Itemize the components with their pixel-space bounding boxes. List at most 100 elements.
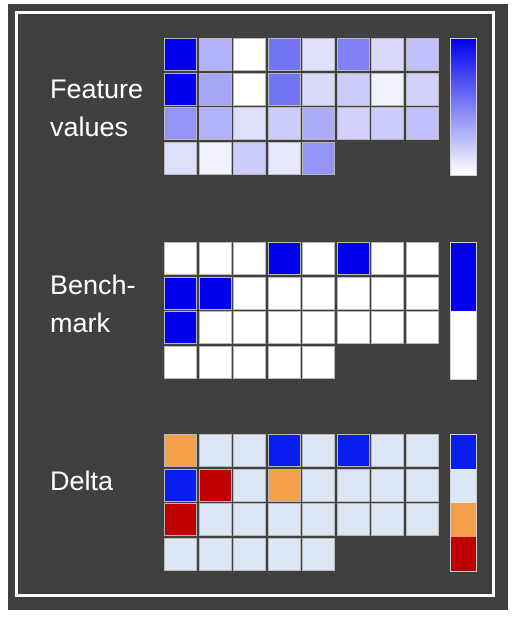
heatmap-cell: [198, 107, 232, 140]
heatmap-cell: [405, 276, 439, 310]
heatmap-cell: [233, 107, 266, 140]
heatmap-cell: [233, 72, 266, 106]
heatmap-cell: [302, 311, 335, 344]
heatmap-cell: [336, 72, 370, 106]
heatmap-cell: [302, 537, 335, 571]
heatmap-cell: [267, 72, 301, 106]
scale-segment: [451, 469, 476, 503]
scale-segment: [451, 243, 476, 311]
label-line: Delta: [50, 466, 114, 496]
heatmap-cell: [267, 38, 301, 71]
heatmap-cell: [164, 503, 197, 536]
heatmap-cell: [198, 537, 232, 571]
heatmap-cell: [302, 107, 335, 140]
heatmap-cell: [267, 434, 301, 467]
heatmap-cell: [164, 141, 197, 175]
heatmap-cell: [267, 311, 301, 344]
heatmap-cell: [267, 141, 301, 175]
heatmap-cell: [267, 537, 301, 571]
benchmark-label: Bench- mark: [50, 266, 136, 342]
scale-segment: [451, 503, 476, 537]
heatmap-cell: [233, 276, 266, 310]
heatmap-cell: [164, 434, 197, 467]
delta-color-scale: [450, 434, 477, 572]
heatmap-cell: [336, 242, 370, 275]
scale-segment: [451, 311, 476, 379]
heatmap-cell: [371, 468, 404, 502]
heatmap-cell: [371, 72, 404, 106]
heatmap-cell: [371, 107, 404, 140]
heatmap-cell: [267, 107, 301, 140]
scale-segment: [451, 435, 476, 469]
feature-values-color-scale: [450, 38, 477, 176]
heatmap-cell: [336, 434, 370, 467]
heatmap-cell: [233, 311, 266, 344]
heatmap-cell: [336, 38, 370, 71]
heatmap-cell: [164, 242, 197, 275]
heatmap-cell: [371, 276, 404, 310]
heatmap-cell: [302, 468, 335, 502]
heatmap-cell: [198, 38, 232, 71]
heatmap-cell: [405, 107, 439, 140]
scale-segment: [451, 537, 476, 571]
heatmap-cell: [164, 537, 197, 571]
heatmap-cell: [198, 311, 232, 344]
heatmap-cell: [405, 38, 439, 71]
heatmap-cell: [198, 72, 232, 106]
heatmap-cell: [233, 503, 266, 536]
heatmap-cell: [405, 434, 439, 467]
heatmap-cell: [405, 311, 439, 344]
heatmap-cell: [198, 434, 232, 467]
heatmap-cell: [371, 503, 404, 536]
heatmap-cell: [267, 468, 301, 502]
label-line: mark: [50, 308, 110, 338]
heatmap-cell: [233, 141, 266, 175]
heatmap-cell: [371, 434, 404, 467]
heatmap-cell: [302, 345, 335, 379]
heatmap-cell: [198, 468, 232, 502]
heatmap-cell: [267, 276, 301, 310]
delta-label: Delta: [50, 462, 113, 500]
heatmap-cell: [198, 242, 232, 275]
heatmap-cell: [336, 311, 370, 344]
heatmap-cell: [302, 242, 335, 275]
heatmap-cell: [233, 345, 266, 379]
heatmap-cell: [405, 242, 439, 275]
heatmap-cell: [371, 38, 404, 71]
heatmap-cell: [198, 503, 232, 536]
heatmap-cell: [302, 276, 335, 310]
heatmap-cell: [233, 468, 266, 502]
heatmap-cell: [233, 242, 266, 275]
figure-frame: Feature values Bench- mark Delta: [8, 4, 508, 610]
figure-border: [15, 11, 495, 597]
heatmap-cell: [267, 503, 301, 536]
heatmap-cell: [164, 276, 197, 310]
heatmap-cell: [405, 503, 439, 536]
heatmap-cell: [302, 503, 335, 536]
heatmap-cell: [302, 434, 335, 467]
heatmap-cell: [336, 468, 370, 502]
heatmap-cell: [164, 345, 197, 379]
heatmap-cell: [302, 38, 335, 71]
heatmap-cell: [405, 72, 439, 106]
heatmap-cell: [371, 242, 404, 275]
heatmap-cell: [164, 468, 197, 502]
heatmap-cell: [405, 468, 439, 502]
heatmap-cell: [302, 141, 335, 175]
heatmap-cell: [336, 276, 370, 310]
heatmap-cell: [233, 38, 266, 71]
heatmap-cell: [233, 537, 266, 571]
benchmark-color-scale: [450, 242, 477, 380]
heatmap-cell: [164, 38, 197, 71]
heatmap-cell: [198, 141, 232, 175]
heatmap-cell: [336, 503, 370, 536]
heatmap-cell: [164, 311, 197, 344]
heatmap-cell: [267, 345, 301, 379]
feature-values-label: Feature values: [50, 70, 143, 146]
heatmap-cell: [336, 107, 370, 140]
label-line: Feature: [50, 74, 144, 104]
heatmap-cell: [164, 72, 197, 106]
heatmap-cell: [371, 311, 404, 344]
heatmap-cell: [267, 242, 301, 275]
label-line: values: [50, 112, 129, 142]
